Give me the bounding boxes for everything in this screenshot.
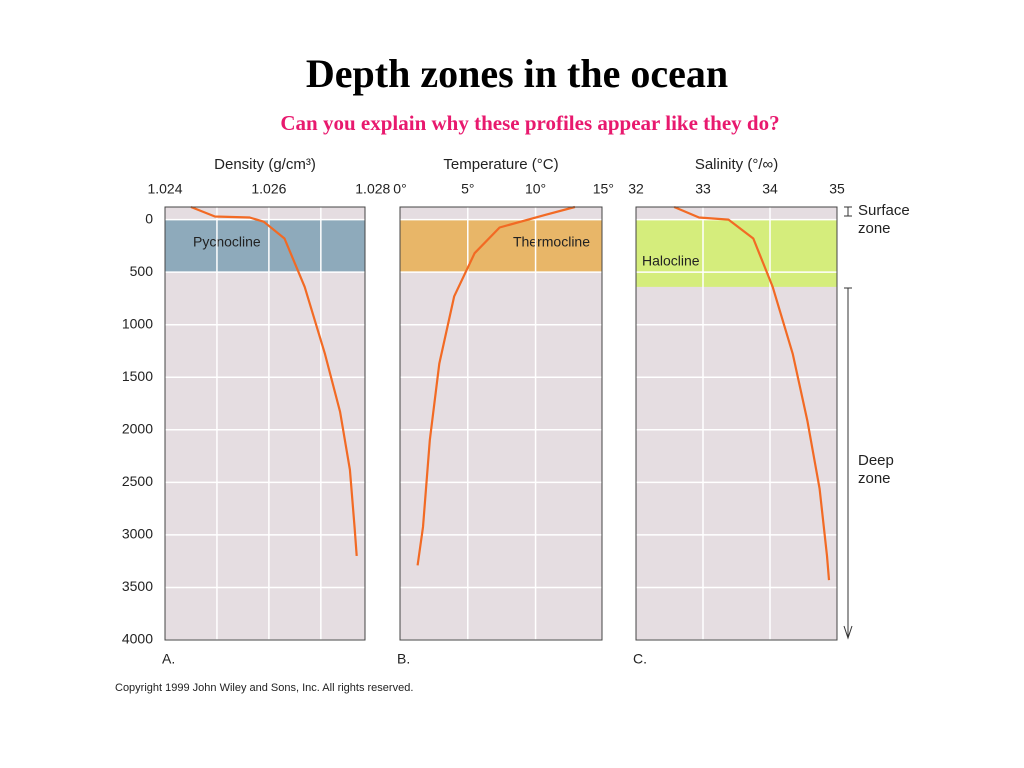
x-tick-label: 32 xyxy=(628,181,644,197)
x-tick-label: 33 xyxy=(695,181,711,197)
zone-band xyxy=(636,219,837,287)
y-tick-label: 0 xyxy=(145,210,153,226)
subtitle: Can you explain why these profiles appea… xyxy=(280,111,779,135)
zone-label: Thermocline xyxy=(513,233,590,249)
title: Depth zones in the ocean xyxy=(306,51,728,96)
copyright: Copyright 1999 John Wiley and Sons, Inc.… xyxy=(115,682,413,694)
plot-area xyxy=(400,207,602,640)
zone-label: Pycnocline xyxy=(193,233,261,249)
arrow-head xyxy=(843,625,853,640)
x-tick-label: 5° xyxy=(461,181,474,197)
plot-border xyxy=(164,206,366,641)
y-tick-label: 500 xyxy=(130,263,154,279)
plot-border xyxy=(635,206,838,641)
x-tick-label: 1.028 xyxy=(355,181,390,197)
plot-border xyxy=(399,206,603,641)
x-axis-label: Density (g/cm³) xyxy=(214,156,316,173)
surface-label-box: Surface zone xyxy=(858,202,910,237)
profile-line xyxy=(673,205,831,581)
x-tick-label: 35 xyxy=(829,181,845,197)
x-tick-label: 1.026 xyxy=(251,181,286,197)
y-tick-label: 2500 xyxy=(122,473,153,489)
surface-zone-label: Surface zone xyxy=(858,202,910,237)
x-axis-label: Temperature (°C) xyxy=(443,156,558,173)
y-tick-label: 1500 xyxy=(122,368,153,384)
plot-area xyxy=(165,207,365,640)
y-tick-label: 3000 xyxy=(122,526,153,542)
panel-label: C. xyxy=(633,651,647,667)
x-tick-label: 34 xyxy=(762,181,778,197)
y-tick-label: 1000 xyxy=(122,315,153,331)
y-tick-label: 4000 xyxy=(122,631,153,647)
x-tick-label: 10° xyxy=(525,181,546,197)
x-tick-label: 1.024 xyxy=(147,181,182,197)
zone-label: Halocline xyxy=(642,252,700,268)
deep-zone-label: Deep zone xyxy=(858,452,894,487)
y-tick-label: 2000 xyxy=(122,421,153,437)
x-tick-label: 0° xyxy=(393,181,406,197)
zone-band xyxy=(400,219,602,273)
profile-line xyxy=(190,205,358,556)
zone-band xyxy=(165,219,365,273)
y-tick-label: 3500 xyxy=(122,578,153,594)
profile-line xyxy=(416,205,576,566)
x-axis-label: Salinity (°/∞) xyxy=(695,156,778,173)
panel-label: A. xyxy=(162,651,175,667)
panel-label: B. xyxy=(397,651,410,667)
x-tick-label: 15° xyxy=(593,181,614,197)
deep-label-box: Deep zone xyxy=(858,452,894,487)
